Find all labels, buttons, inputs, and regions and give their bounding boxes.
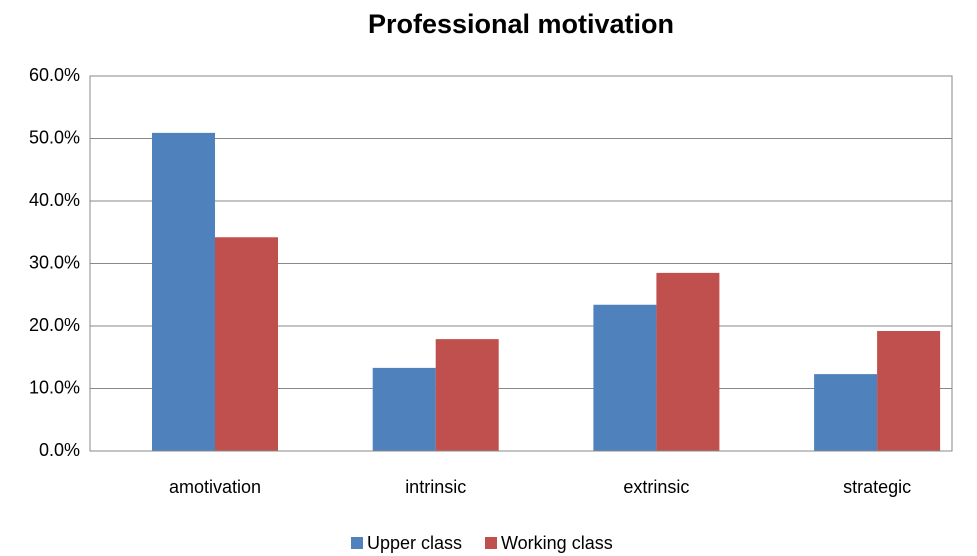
y-tick-label: 20.0% bbox=[29, 315, 80, 335]
bar bbox=[656, 272, 720, 451]
bar bbox=[372, 367, 436, 451]
y-tick-label: 60.0% bbox=[29, 65, 80, 85]
y-tick-label: 0.0% bbox=[39, 440, 80, 460]
legend-label: Working class bbox=[501, 533, 613, 553]
bar bbox=[814, 374, 878, 451]
bar bbox=[593, 304, 657, 451]
bar bbox=[435, 339, 499, 451]
x-tick-label: amotivation bbox=[169, 477, 261, 497]
x-tick-label: intrinsic bbox=[405, 477, 466, 497]
legend-swatch bbox=[351, 537, 363, 549]
legend-swatch bbox=[485, 537, 497, 549]
chart-title: Professional motivation bbox=[368, 9, 674, 39]
y-tick-label: 30.0% bbox=[29, 252, 80, 272]
x-tick-label: extrinsic bbox=[623, 477, 689, 497]
x-tick-label: strategic bbox=[843, 477, 911, 497]
bar bbox=[215, 237, 278, 451]
bar bbox=[877, 331, 941, 451]
legend-label: Upper class bbox=[367, 533, 462, 553]
y-tick-label: 10.0% bbox=[29, 377, 80, 397]
y-tick-label: 50.0% bbox=[29, 127, 80, 147]
bar bbox=[152, 132, 215, 451]
y-tick-label: 40.0% bbox=[29, 190, 80, 210]
